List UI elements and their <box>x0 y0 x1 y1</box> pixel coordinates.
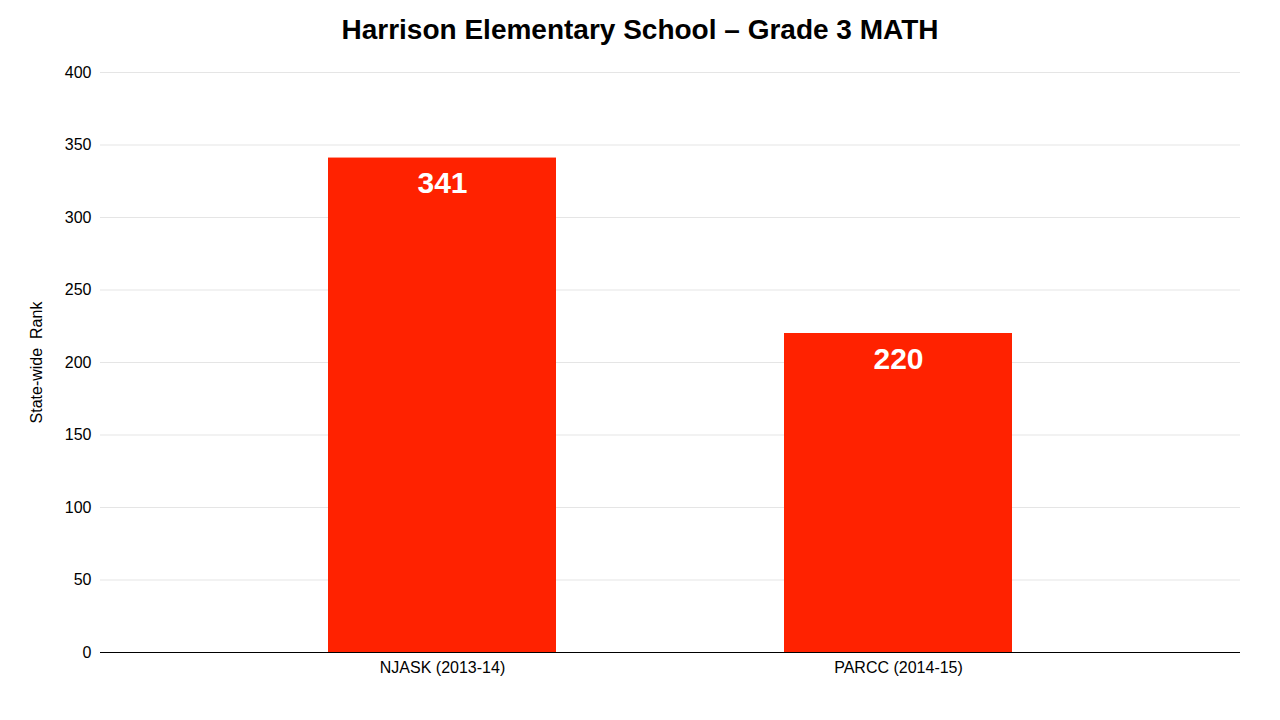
svg-text:150: 150 <box>65 426 92 443</box>
svg-text:400: 400 <box>65 64 92 81</box>
html-text:Harrison Elementary School – G: Harrison Elementary School – Grade 3 MAT… <box>341 14 939 45</box>
svg-text:PARCC (2014-15): PARCC (2014-15) <box>834 659 963 676</box>
svg-text:250: 250 <box>65 281 92 298</box>
svg-text:350: 350 <box>65 136 92 153</box>
svg-text:200: 200 <box>65 354 92 371</box>
svg-text:NJASK (2013-14): NJASK (2013-14) <box>380 659 505 676</box>
svg-text:341: 341 <box>417 166 467 199</box>
svg-text:0: 0 <box>83 644 92 661</box>
svg-text:State-wide Rank: State-wide Rank <box>28 301 45 424</box>
svg-text:50: 50 <box>74 571 92 588</box>
svg-text:220: 220 <box>873 342 923 375</box>
svg-text:100: 100 <box>65 499 92 516</box>
svg-text:300: 300 <box>65 209 92 226</box>
